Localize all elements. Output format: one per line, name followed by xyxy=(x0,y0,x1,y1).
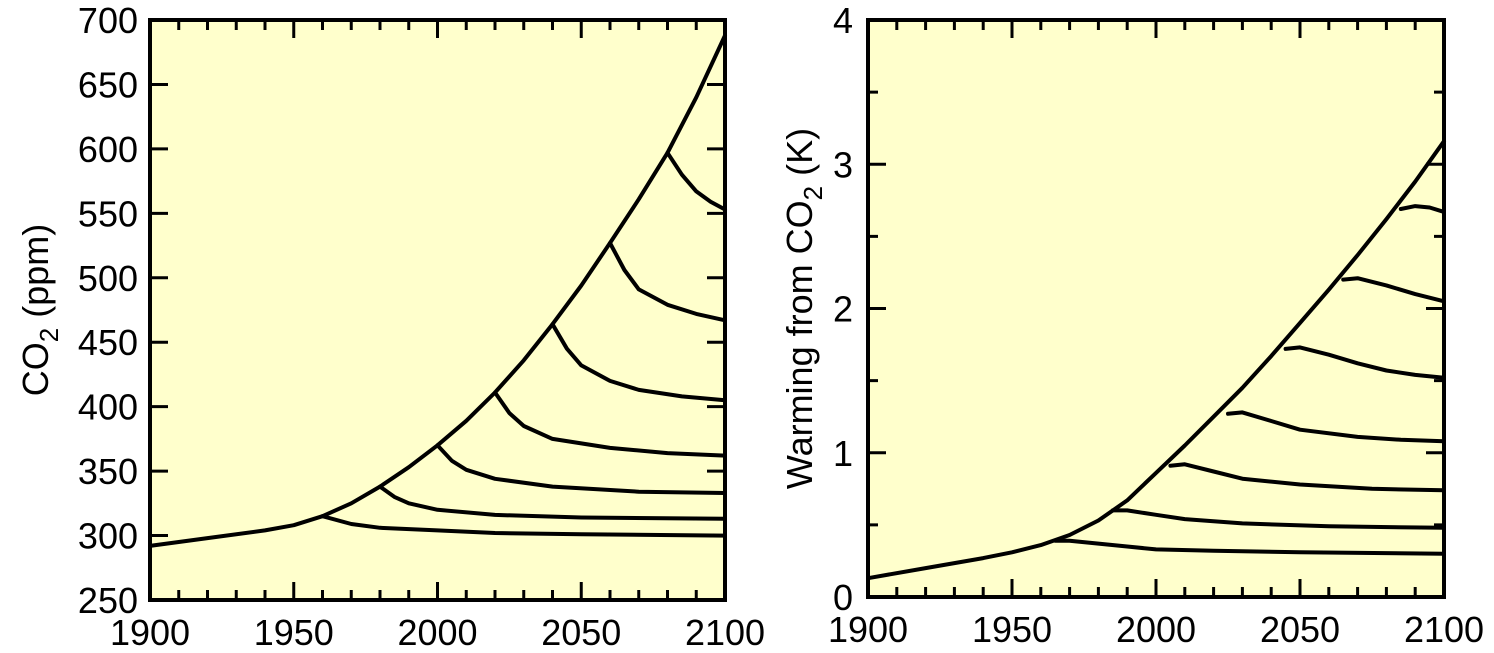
co2-y-tick-label: 300 xyxy=(78,516,138,557)
co2-x-tick-label: 2050 xyxy=(541,612,621,653)
co2-series-line-5 xyxy=(550,322,727,403)
warming-y-tick-label: 1 xyxy=(833,433,853,474)
warming-plot-background xyxy=(868,20,1444,597)
co2-y-tick-label: 450 xyxy=(78,322,138,363)
co2-series-line-0 xyxy=(148,33,727,548)
warming-series-line-5 xyxy=(1283,345,1446,380)
co2-y-tick-label: 350 xyxy=(78,451,138,492)
co2-series-line-7 xyxy=(665,150,727,212)
warming-x-tick-label: 1900 xyxy=(828,609,908,650)
warming-y-tick-label: 0 xyxy=(833,577,853,618)
co2-series-line-1 xyxy=(320,514,727,538)
co2-x-tick-label: 2100 xyxy=(685,612,765,653)
warming-x-tick-label: 2000 xyxy=(1116,609,1196,650)
co2-y-axis-label-main: CO xyxy=(15,342,56,396)
warming-series-line-7 xyxy=(1398,204,1446,214)
warming-series-line-0 xyxy=(866,139,1446,581)
co2-x-tick-label: 1900 xyxy=(110,612,190,653)
warming-y-tick-label: 4 xyxy=(833,0,853,41)
co2-series-line-3 xyxy=(435,443,727,495)
co2-plot-background xyxy=(150,20,725,600)
co2-y-axis-label-tail: (ppm) xyxy=(15,224,56,328)
co2-y-tick-label: 650 xyxy=(78,64,138,105)
co2-y-tick-label: 600 xyxy=(78,129,138,170)
co2-panel: 1900 1950 2000 2050 2100 250 300 350 400 450 500 55… xyxy=(15,0,765,653)
warming-y-axis-label-sub: 2 xyxy=(798,186,828,200)
warming-series-line-1 xyxy=(1053,538,1446,556)
warming-y-axis-label-tail: (K) xyxy=(779,128,820,186)
co2-y-tick-label: 550 xyxy=(78,193,138,234)
co2-x-tick-label: 1950 xyxy=(254,612,334,653)
warming-series-line-4 xyxy=(1226,410,1446,444)
warming-x-tick-label: 1950 xyxy=(972,609,1052,650)
warming-series-line-2 xyxy=(1110,508,1446,530)
warming-series-line-3 xyxy=(1168,462,1446,493)
co2-y-axis-label-sub: 2 xyxy=(34,328,64,342)
co2-y-tick-label: 250 xyxy=(78,580,138,621)
co2-series-line-6 xyxy=(608,241,727,323)
co2-series-line-4 xyxy=(493,390,727,458)
co2-y-tick-label: 500 xyxy=(78,258,138,299)
warming-y-axis-label: Warming from CO2 (K) xyxy=(779,128,828,489)
co2-x-tick-label: 2000 xyxy=(397,612,477,653)
warming-y-tick-label: 3 xyxy=(833,144,853,185)
warming-series-line-6 xyxy=(1341,276,1446,304)
co2-series-line-2 xyxy=(378,484,727,521)
co2-y-tick-label: 400 xyxy=(78,387,138,428)
warming-x-tick-label: 2100 xyxy=(1404,609,1484,650)
warming-y-tick-label: 2 xyxy=(833,289,853,330)
warming-y-axis-label-main: Warming from CO xyxy=(779,200,820,489)
co2-y-axis-label: CO2 (ppm) xyxy=(15,224,64,396)
warming-x-tick-label: 2050 xyxy=(1260,609,1340,650)
co2-y-tick-label: 700 xyxy=(78,0,138,41)
